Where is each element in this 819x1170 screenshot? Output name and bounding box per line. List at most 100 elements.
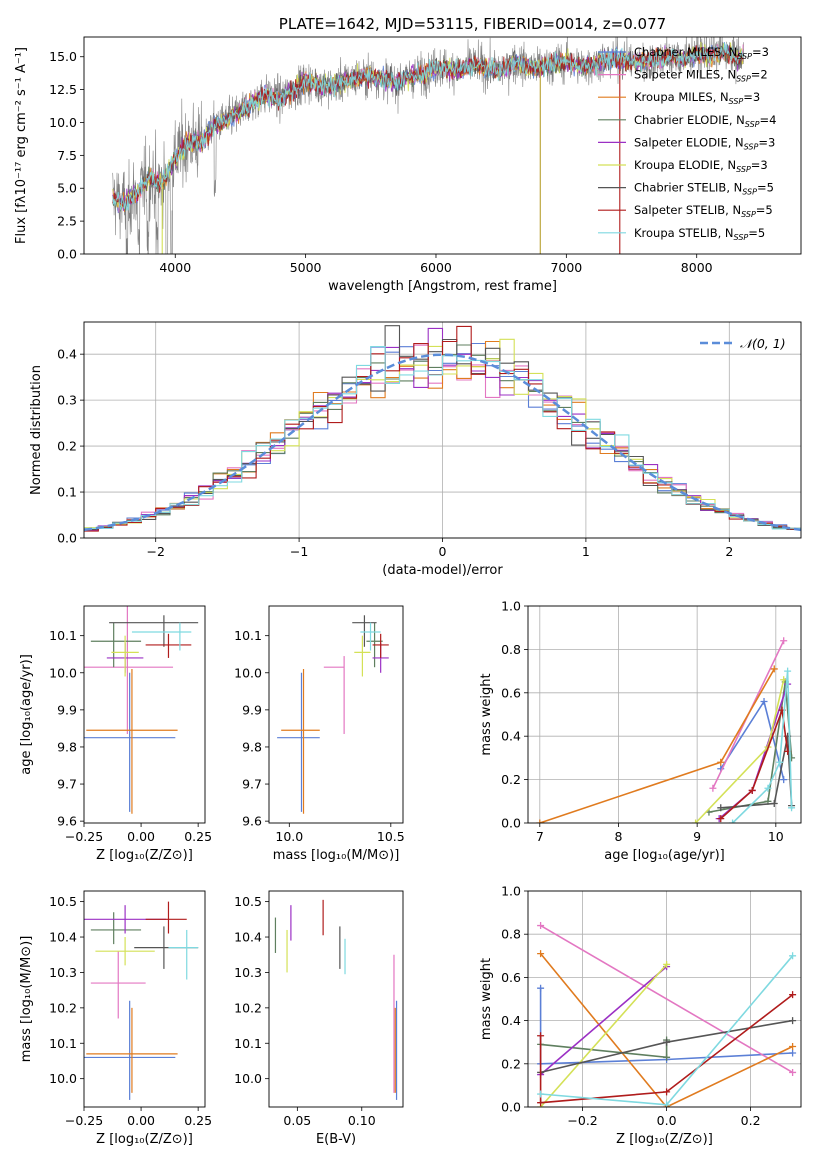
y-tick-label: 0.8 — [501, 927, 521, 942]
weight-line — [539, 953, 793, 1107]
weight-marker — [536, 819, 544, 823]
weight-marker — [537, 950, 545, 958]
weight-marker — [770, 665, 778, 673]
y-tick-label: 0.4 — [501, 1013, 521, 1028]
y-tick-label: 0.0 — [501, 816, 521, 831]
y-tick-label: 1.0 — [501, 599, 521, 614]
errorbar-point-1 — [84, 1000, 176, 1100]
weight-marker — [789, 1049, 797, 1057]
normal-curve — [83, 353, 802, 532]
weight-marker — [717, 758, 725, 766]
errorbar-point-3 — [281, 669, 320, 814]
y-tick-label: 0.0 — [501, 1100, 521, 1115]
errorbar-point-3 — [86, 1007, 178, 1093]
spectrum-axes: 4000 5000 6000 7000 8000 0.0 2.5 5.0 7.5 10.0 12.5… — [14, 47, 713, 294]
y-tick-label: 9.7 — [242, 777, 262, 792]
weight-series-2 — [537, 922, 797, 1076]
weight-line — [540, 1040, 668, 1059]
weight-marker — [663, 1038, 671, 1046]
y-tick-label: 12.5 — [49, 82, 77, 97]
y-tick-label: 10.1 — [49, 628, 77, 643]
legend-label-5: Salpeter ELODIE, NSSP=3 — [634, 135, 775, 151]
errorbar-point-8 — [145, 901, 187, 934]
x-tick-label: 4000 — [159, 260, 191, 275]
y-tick-label: 9.6 — [242, 814, 262, 829]
weight-line — [540, 924, 794, 1074]
legend-label-8: Salpeter STELIB, NSSP=5 — [634, 203, 773, 219]
y-tick-label: 10.0 — [49, 1071, 77, 1086]
legend-label-4: Chabrier ELODIE, NSSP=4 — [634, 113, 776, 129]
y-tick-label: 10.4 — [234, 930, 262, 945]
weight-marker — [764, 784, 772, 792]
weight-marker — [692, 819, 700, 823]
x-tick-label: 2 — [725, 544, 733, 559]
errorbar-point-9 — [168, 929, 199, 980]
weight-line — [720, 709, 789, 820]
y-tick-label: 0.2 — [501, 772, 521, 787]
y-tick-label: 10.5 — [234, 894, 262, 909]
legend-normal-label: 𝒩(0, 1) — [740, 336, 786, 351]
weight-marker — [537, 984, 545, 992]
y-tick-label: 10.0 — [49, 665, 77, 680]
weight-marker — [663, 1088, 671, 1096]
weight-marker — [789, 1017, 797, 1025]
x-tick-label: 10.0 — [275, 829, 303, 844]
model-spectrum-5 — [112, 45, 744, 211]
x-tick-label: 0.05 — [283, 1113, 311, 1128]
x-tick-label: 10.5 — [377, 829, 405, 844]
errorbar-point-2 — [90, 951, 146, 1019]
mass_vs_ebv-frame — [268, 890, 404, 1108]
errorbar-point-3 — [86, 669, 178, 814]
x-tick-label: −1 — [290, 544, 308, 559]
weight-marker — [537, 1090, 545, 1098]
x-tick-label: 10 — [768, 829, 784, 844]
y-tick-label: 9.9 — [242, 702, 262, 717]
y-tick-label: 5.0 — [57, 181, 77, 196]
weight-marker — [717, 815, 725, 823]
x-tick-label: 1 — [582, 544, 590, 559]
x-tick-label: 8 — [614, 829, 622, 844]
x-axis-label: Z [log₁₀(Z/Z⊙)] — [96, 848, 193, 863]
weight-marker — [780, 776, 788, 784]
x-axis-label: Z [log₁₀(Z/Z⊙)] — [616, 1132, 713, 1147]
y-tick-label: 0.4 — [57, 347, 77, 362]
x-tick-label: −0.2 — [567, 1113, 597, 1128]
errorbar-point-7 — [109, 615, 199, 647]
y-tick-label: 9.7 — [57, 777, 77, 792]
y-tick-label: 15.0 — [49, 49, 77, 64]
errorbar-point-8 — [372, 633, 389, 658]
errorbar-point-4 — [90, 622, 142, 668]
y-tick-label: 9.8 — [242, 739, 262, 754]
y-tick-label: 0.4 — [501, 729, 521, 744]
x-tick-label: 0.10 — [348, 1113, 376, 1128]
weight_vs_Z-axes: −0.2 0.0 0.2 0.0 0.2 0.4 0.6 0.8 1.0 Z [log₁₀(Z/Z… — [479, 884, 801, 1147]
x-tick-label: 0.00 — [127, 829, 155, 844]
spectrum-frame — [83, 36, 802, 255]
chart-title: PLATE=1642, MJD=53115, FIBERID=0014, z=0… — [279, 15, 666, 33]
x-axis-label: (data-model)/error — [382, 563, 503, 578]
weight-marker — [789, 991, 797, 999]
weight-marker — [780, 637, 788, 645]
errorbar-point-9 — [131, 622, 192, 651]
legend-label-6: Kroupa ELODIE, NSSP=3 — [634, 158, 768, 174]
y-tick-label: 0.6 — [501, 685, 521, 700]
weight-line — [540, 965, 668, 1076]
errorbar-point-9 — [360, 622, 381, 651]
weight_vs_age-frame — [527, 605, 802, 824]
errorbar-point-4 — [90, 912, 142, 945]
legend: Chabrier MILES, NSSP=3 Salpeter MILES, NS… — [598, 45, 776, 242]
weight-marker — [729, 819, 737, 823]
weight-marker — [663, 1053, 671, 1061]
y-tick-label: 0.2 — [501, 1056, 521, 1071]
y-tick-label: 0.8 — [501, 642, 521, 657]
x-tick-label: 6000 — [420, 260, 452, 275]
y-axis-label: age [log₁₀(age/yr)] — [19, 654, 34, 775]
weight-marker — [770, 799, 778, 807]
legend-label-2: Salpeter MILES, NSSP=2 — [634, 68, 768, 84]
weight-marker — [537, 922, 545, 930]
x-tick-label: −0.25 — [65, 829, 103, 844]
x-axis-label: wavelength [Angstrom, rest frame] — [328, 279, 557, 294]
y-tick-label: 10.5 — [49, 894, 77, 909]
y-tick-label: 9.9 — [57, 702, 77, 717]
